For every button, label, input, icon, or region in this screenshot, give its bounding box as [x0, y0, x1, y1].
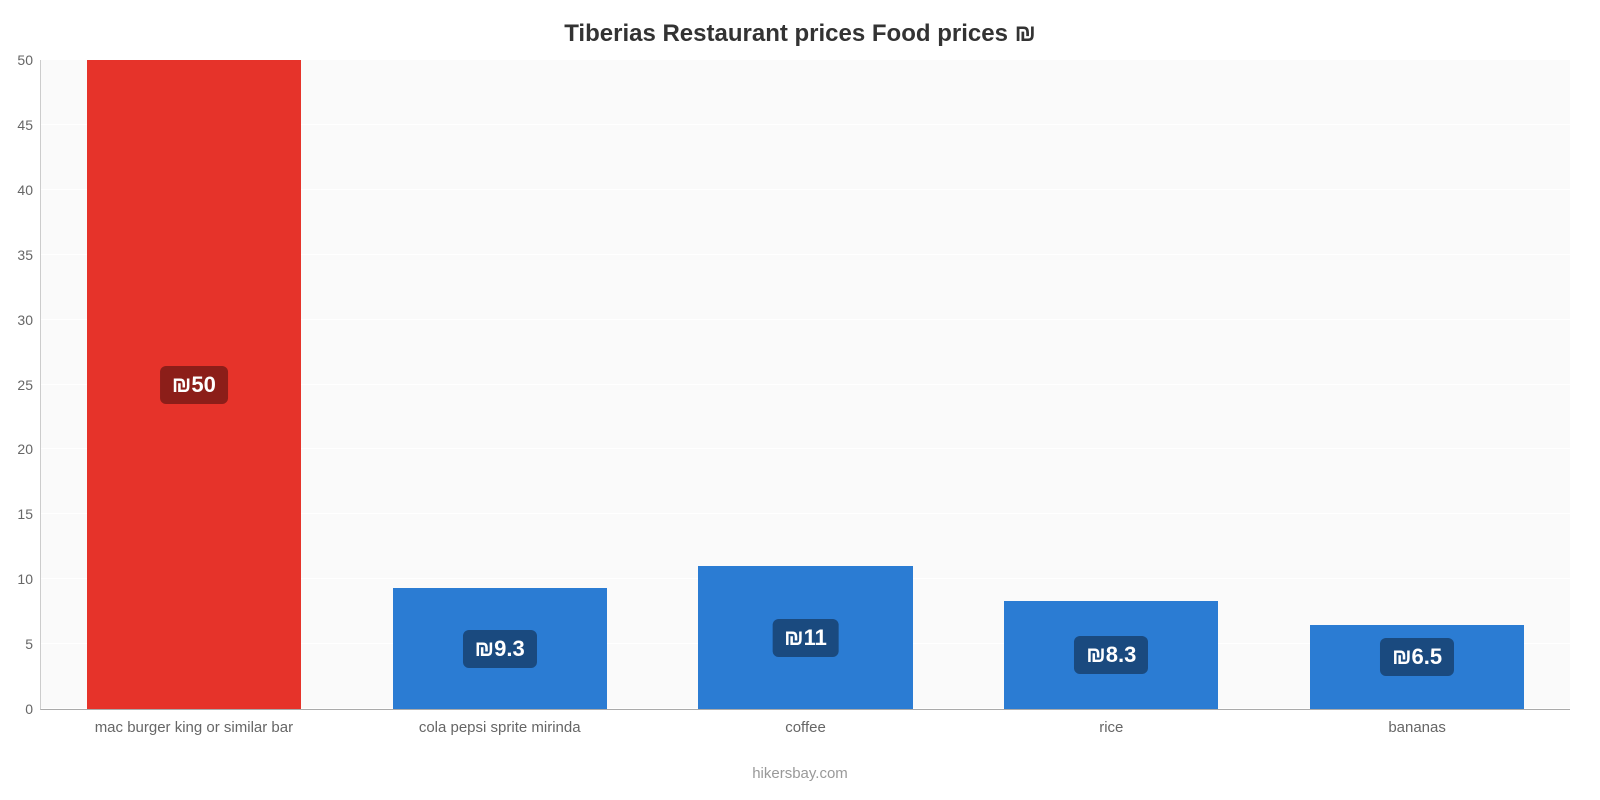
chart-title: Tiberias Restaurant prices Food prices ₪	[0, 20, 1600, 48]
y-tick-label: 35	[3, 247, 33, 263]
y-tick-label: 30	[3, 312, 33, 328]
plot-area: 05101520253035404550₪50mac burger king o…	[40, 60, 1570, 710]
y-tick-label: 10	[3, 571, 33, 587]
bar-value-badge: ₪8.3	[1074, 636, 1148, 674]
y-tick-label: 25	[3, 377, 33, 393]
bar-value-badge: ₪50	[160, 366, 228, 404]
y-tick-label: 15	[3, 506, 33, 522]
bar-value-badge: ₪6.5	[1380, 638, 1454, 676]
x-tick-label: coffee	[785, 719, 826, 736]
chart-container: Tiberias Restaurant prices Food prices ₪…	[0, 0, 1600, 800]
y-tick-label: 20	[3, 441, 33, 457]
x-tick-label: rice	[1099, 719, 1123, 736]
bar-value-badge: ₪9.3	[463, 630, 537, 668]
y-tick-label: 45	[3, 117, 33, 133]
y-tick-label: 5	[3, 636, 33, 652]
chart-source: hikersbay.com	[0, 765, 1600, 782]
y-tick-label: 40	[3, 182, 33, 198]
bar-value-badge: ₪11	[772, 619, 839, 657]
x-tick-label: mac burger king or similar bar	[95, 719, 293, 736]
y-tick-label: 50	[3, 52, 33, 68]
x-tick-label: bananas	[1388, 719, 1446, 736]
y-tick-label: 0	[3, 701, 33, 717]
x-tick-label: cola pepsi sprite mirinda	[419, 719, 581, 736]
